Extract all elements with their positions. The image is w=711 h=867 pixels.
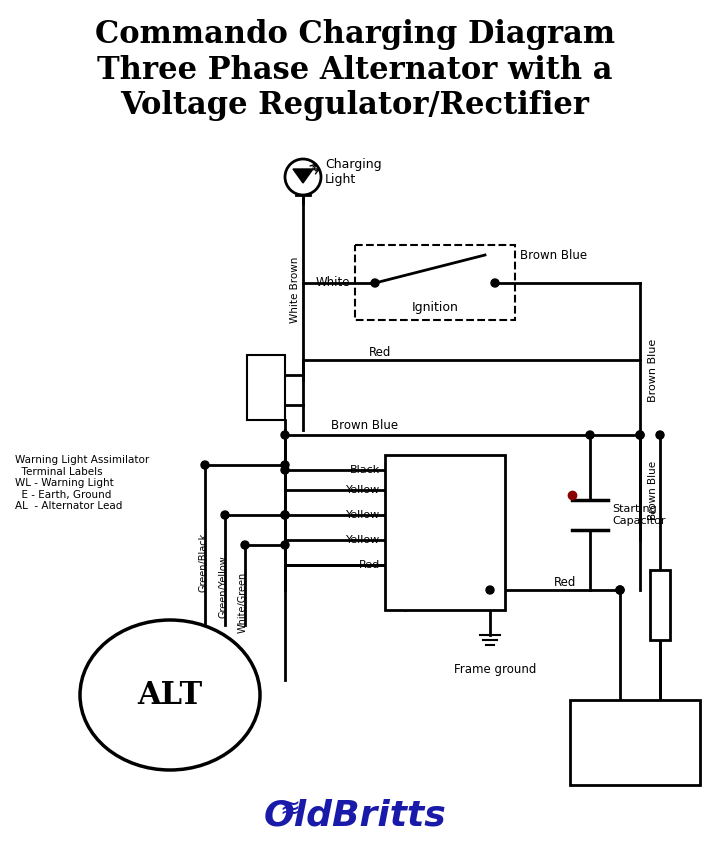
Text: Black: Black xyxy=(350,465,380,475)
Circle shape xyxy=(241,541,249,549)
Text: Red: Red xyxy=(554,576,576,589)
Circle shape xyxy=(281,511,289,519)
Text: Warning Light Assimilator
  Terminal Labels
WL - Warning Light
  E - Earth, Grou: Warning Light Assimilator Terminal Label… xyxy=(15,455,149,512)
Text: White Brown: White Brown xyxy=(290,257,300,323)
Text: White: White xyxy=(316,277,350,290)
Text: ALT: ALT xyxy=(137,680,203,710)
Circle shape xyxy=(281,511,289,519)
Circle shape xyxy=(281,431,289,439)
Text: Charging
Light: Charging Light xyxy=(325,158,382,186)
Circle shape xyxy=(281,466,289,474)
Circle shape xyxy=(586,431,594,439)
Text: Green/Yellow: Green/Yellow xyxy=(218,556,228,618)
Polygon shape xyxy=(293,169,313,183)
Text: Brown Blue: Brown Blue xyxy=(648,460,658,519)
Text: Battery: Battery xyxy=(589,744,681,766)
Text: Brown Blue: Brown Blue xyxy=(331,419,399,432)
Ellipse shape xyxy=(80,620,260,770)
Circle shape xyxy=(491,279,499,287)
Text: Frame ground: Frame ground xyxy=(454,663,536,676)
Text: Ignition: Ignition xyxy=(412,302,459,315)
Text: Starting
Capacitor: Starting Capacitor xyxy=(612,505,665,525)
Text: + -: + - xyxy=(619,710,652,730)
Text: White/Green: White/Green xyxy=(238,571,248,633)
Text: Brown Blue: Brown Blue xyxy=(648,338,658,401)
Text: Voltage
Rectifier/
Regulator: Voltage Rectifier/ Regulator xyxy=(418,525,472,558)
Text: Red: Red xyxy=(369,346,391,358)
Bar xyxy=(385,455,505,610)
Bar xyxy=(355,245,515,320)
Text: Red: Red xyxy=(359,560,380,570)
Circle shape xyxy=(636,431,644,439)
Circle shape xyxy=(281,461,289,469)
Circle shape xyxy=(486,586,494,594)
Text: Commando Charging Diagram
Three Phase Alternator with a
Voltage Regulator/Rectif: Commando Charging Diagram Three Phase Al… xyxy=(95,19,615,121)
Circle shape xyxy=(221,511,229,519)
Text: Yellow: Yellow xyxy=(346,535,380,545)
Circle shape xyxy=(371,279,379,287)
Circle shape xyxy=(616,586,624,594)
Circle shape xyxy=(636,431,644,439)
Bar xyxy=(650,570,670,640)
Text: Green/Black: Green/Black xyxy=(198,532,208,591)
Text: Warning Light
Assimilator: Warning Light Assimilator xyxy=(256,361,276,414)
Text: Yellow: Yellow xyxy=(346,510,380,520)
Text: Fuse: Fuse xyxy=(655,594,665,616)
Bar xyxy=(247,355,285,420)
Circle shape xyxy=(281,541,289,549)
Circle shape xyxy=(616,586,624,594)
Text: OldBritts: OldBritts xyxy=(264,798,447,832)
Circle shape xyxy=(201,461,209,469)
Text: ≋: ≋ xyxy=(279,798,301,822)
Text: Yellow: Yellow xyxy=(346,485,380,495)
Circle shape xyxy=(656,431,664,439)
Text: Brown Blue: Brown Blue xyxy=(520,249,587,262)
Bar xyxy=(570,700,700,785)
